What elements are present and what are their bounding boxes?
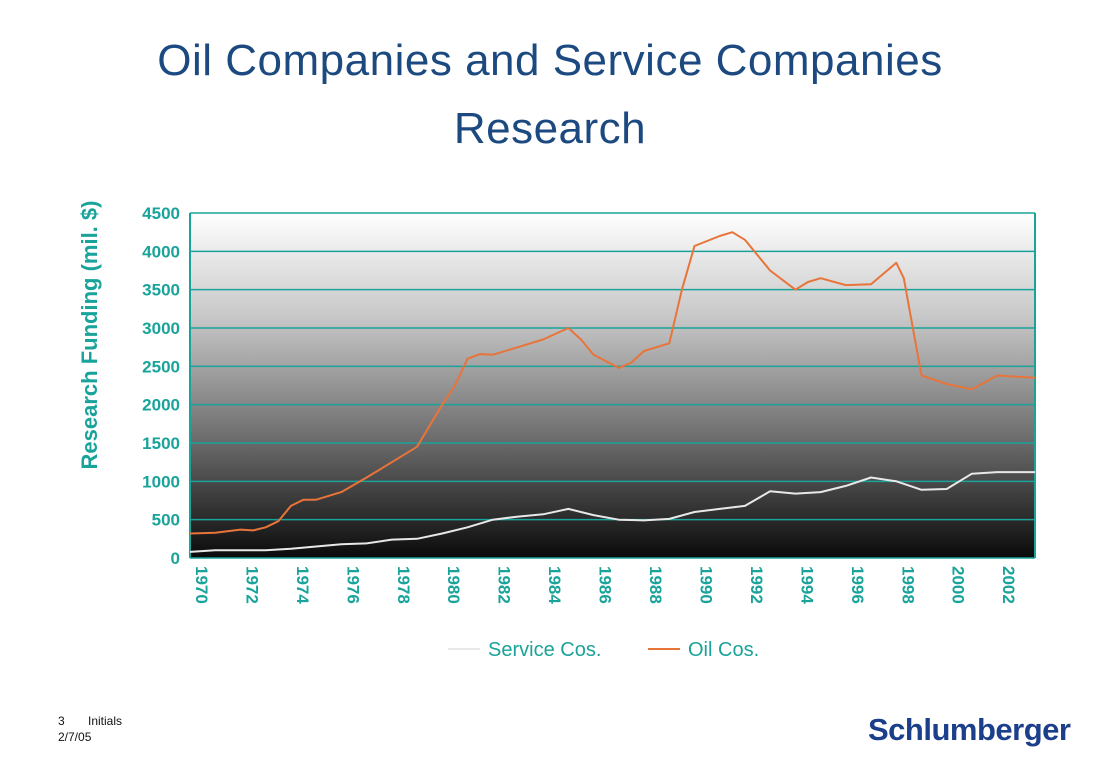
y-axis-label: Research Funding (mil. $) bbox=[77, 201, 102, 470]
y-tick-label: 1000 bbox=[142, 472, 180, 491]
x-tick-label: 2002 bbox=[999, 566, 1018, 604]
x-axis-ticks: 1970 1972 1974 1976 1978 1980 1982 1984 1986 1988… bbox=[192, 566, 1018, 604]
plot-area bbox=[190, 213, 1035, 558]
x-tick-label: 1980 bbox=[444, 566, 463, 604]
x-tick-label: 1998 bbox=[898, 566, 917, 604]
x-tick-label: 1978 bbox=[394, 566, 413, 604]
y-tick-label: 4000 bbox=[142, 242, 180, 261]
series-line-service-cos bbox=[189, 471, 1035, 553]
x-tick-label: 1988 bbox=[646, 566, 665, 604]
y-tick-label: 2000 bbox=[142, 396, 180, 415]
x-tick-label: 1992 bbox=[747, 566, 766, 604]
x-tick-label: 1970 bbox=[192, 566, 211, 604]
schlumberger-logo: Schlumberger bbox=[868, 712, 1071, 747]
x-tick-label: 1990 bbox=[696, 566, 715, 604]
y-tick-label: 3500 bbox=[142, 281, 180, 300]
x-tick-label: 1972 bbox=[242, 566, 261, 604]
footer-initials: Initials bbox=[88, 714, 123, 728]
legend-label: Service Cos. bbox=[488, 639, 601, 661]
x-tick-label: 1982 bbox=[495, 566, 514, 604]
y-tick-label: 4500 bbox=[142, 204, 180, 223]
x-tick-label: 1994 bbox=[797, 566, 816, 604]
y-tick-label: 2500 bbox=[142, 357, 180, 376]
y-tick-label: 1500 bbox=[142, 434, 180, 453]
chart-title-line-2: Research bbox=[453, 104, 647, 153]
y-axis-ticks: 0 500 1000 1500 2000 2500 3000 3500 4000 4500 bbox=[142, 204, 180, 568]
x-tick-label: 1986 bbox=[596, 566, 615, 604]
x-tick-label: 1996 bbox=[848, 566, 867, 604]
y-tick-label: 500 bbox=[152, 511, 180, 530]
legend-label: Oil Cos. bbox=[688, 639, 759, 661]
legend: Service Cos. Oil Cos. bbox=[448, 639, 759, 661]
x-tick-label: 1984 bbox=[545, 566, 564, 604]
series-lines bbox=[189, 231, 1036, 553]
y-tick-label: 0 bbox=[171, 549, 180, 568]
line-chart: 0 500 1000 1500 2000 2500 3000 3500 4000 4500 197… bbox=[77, 201, 1036, 661]
footer-date: 2/7/05 bbox=[58, 730, 92, 744]
gridlines bbox=[189, 212, 1036, 559]
x-tick-label: 1976 bbox=[343, 566, 362, 604]
footer-page-number: 3 bbox=[58, 714, 65, 728]
chart-title-line-1: Oil Companies and Service Companies bbox=[157, 36, 943, 85]
series-line-oil-cos bbox=[189, 231, 1036, 535]
x-tick-label: 1974 bbox=[293, 566, 312, 604]
y-tick-label: 3000 bbox=[142, 319, 180, 338]
x-tick-label: 2000 bbox=[949, 566, 968, 604]
